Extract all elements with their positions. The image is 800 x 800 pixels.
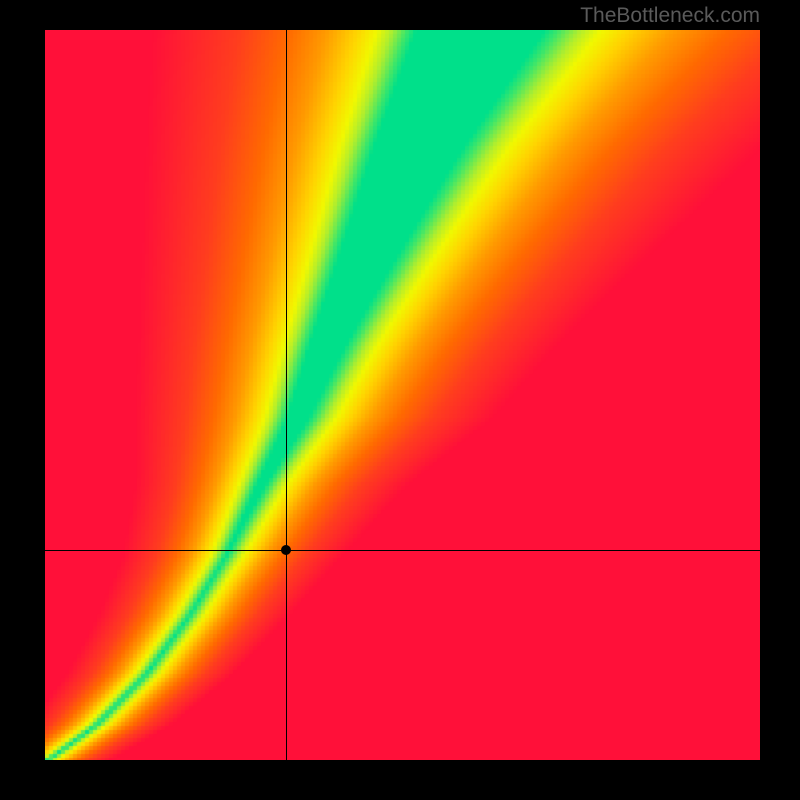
crosshair-vertical <box>286 30 287 760</box>
heatmap-plot-frame <box>45 30 760 760</box>
heatmap-canvas <box>45 30 760 760</box>
marker-dot <box>281 545 291 555</box>
crosshair-horizontal <box>45 550 760 551</box>
watermark-text: TheBottleneck.com <box>580 4 760 28</box>
